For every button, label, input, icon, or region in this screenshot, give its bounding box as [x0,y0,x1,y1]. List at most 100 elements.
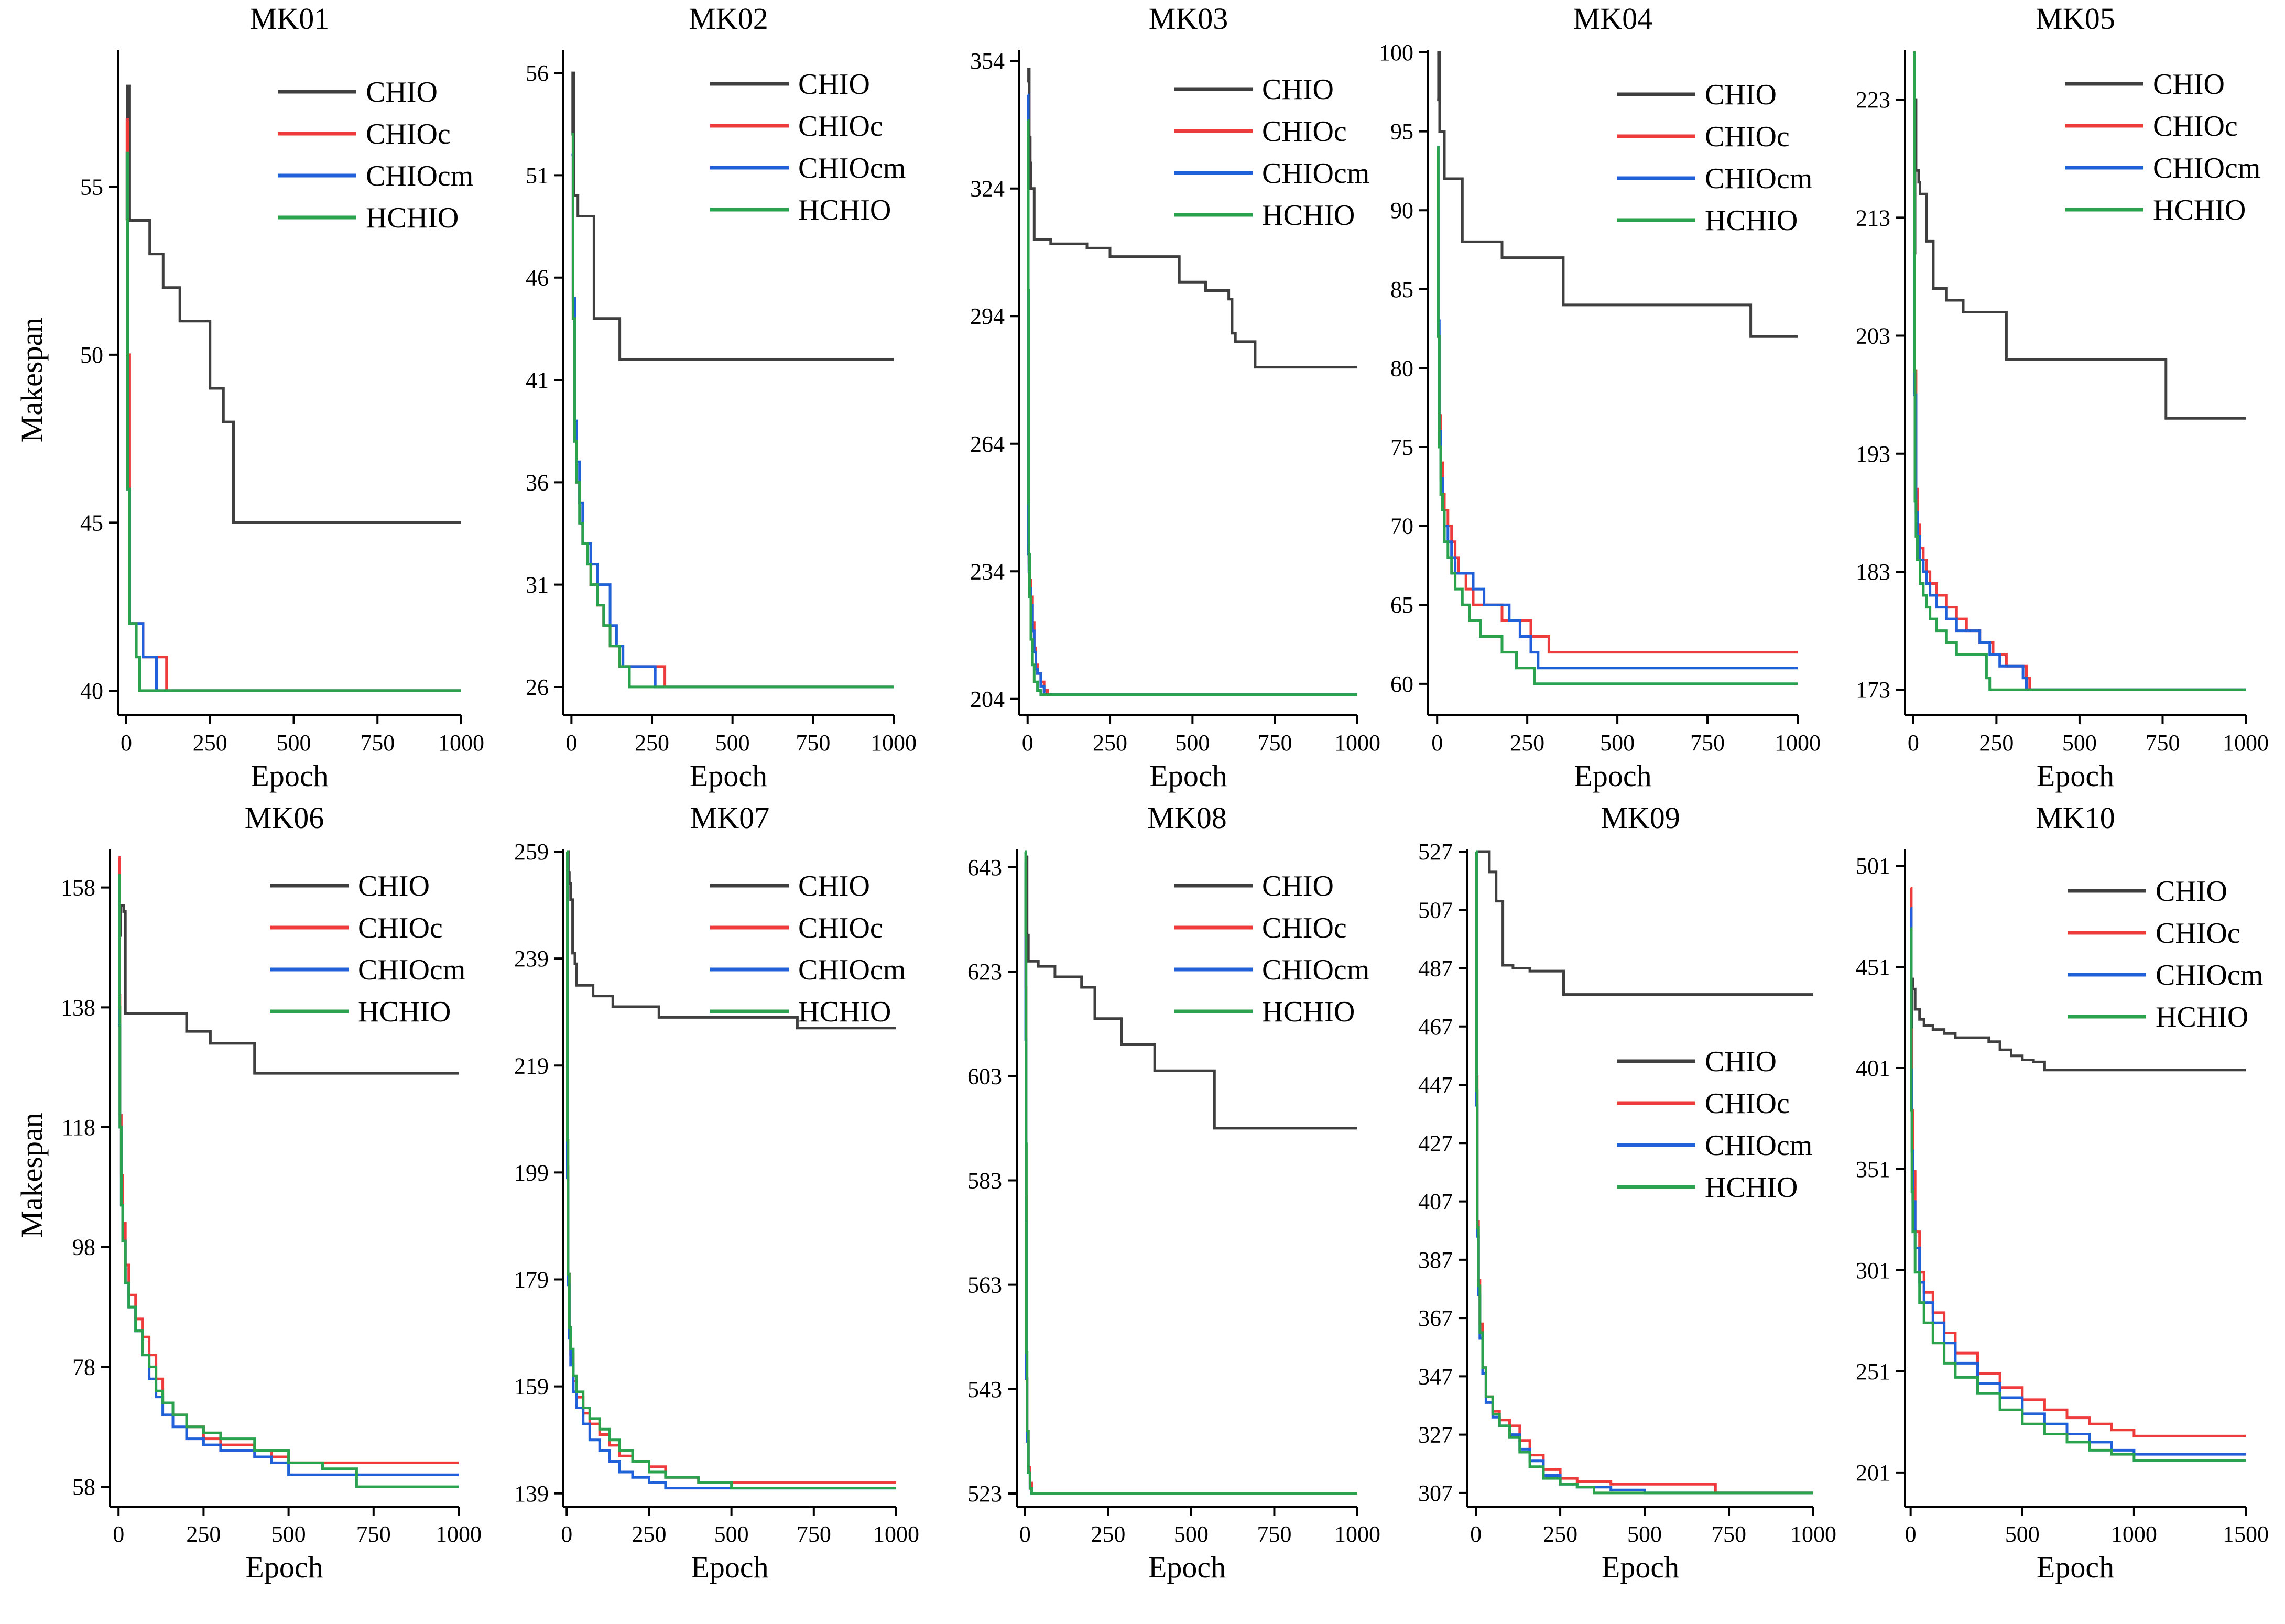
chart-panel-mk02: MK02 0 250 500 750 1000 26 31 36 41 46 51 56 Epoch CHI… [526,2,917,793]
y-tick-label: 75 [1390,434,1413,460]
legend-label-chiocm: CHIOcm [798,152,906,184]
y-tick-label: 583 [967,1168,1002,1193]
legend-label-hchio: HCHIO [2153,194,2246,226]
y-tick-label: 407 [1418,1189,1453,1215]
series-line-chiocm [1437,146,1798,670]
chart-panel-mk04: MK04 0 250 500 750 1000 60 65 70 75 80 85 90 95 100 Epo… [1379,2,1821,793]
series-line-chioc [118,856,459,1464]
series-line-chiocm [1913,252,2246,691]
y-tick-label: 100 [1379,40,1413,66]
y-tick-label: 78 [72,1354,95,1380]
legend-label-chioc: CHIOc [1262,115,1347,148]
y-tick-label: 55 [80,174,103,200]
x-tick-label: 1000 [438,730,484,756]
x-tick-label: 500 [2062,730,2097,756]
x-axis-label: Epoch [691,1550,768,1584]
y-tick-label: 623 [967,959,1002,985]
series-line-hchio [125,151,461,692]
legend-label-chiocm: CHIOcm [366,160,473,192]
x-tick-label: 1000 [1790,1521,1836,1547]
series-line-hchio [1437,146,1798,685]
y-tick-label: 51 [526,162,549,188]
x-tick-label: 750 [1258,730,1292,756]
y-tick-label: 118 [62,1115,95,1140]
x-tick-label: 250 [1091,1521,1125,1547]
series-line-chio [1913,98,2246,420]
legend-label-chioc: CHIOc [1705,1087,1790,1120]
y-tick-label: 173 [1856,677,1890,703]
legend-label-chiocm: CHIOcm [798,954,906,986]
y-tick-label: 401 [1856,1055,1890,1081]
legend-label-chio: CHIO [1705,79,1777,111]
x-tick-label: 750 [1712,1521,1746,1547]
chart-panel-mk05: MK05 0 250 500 750 1000 173 183 193 203 213 223 Epoc… [1856,2,2269,793]
chart-title: MK02 [689,2,768,36]
x-tick-label: 1500 [2223,1521,2269,1547]
x-tick-label: 750 [2145,730,2180,756]
x-tick-label: 250 [1543,1521,1577,1547]
legend-label-chiocm: CHIOcm [1705,1129,1812,1162]
x-tick-label: 1000 [2223,730,2269,756]
legend-label-chioc: CHIOc [798,912,883,944]
chart-title: MK07 [690,801,769,835]
legend-label-chiocm: CHIOcm [1262,157,1369,190]
y-tick-label: 603 [967,1063,1002,1089]
y-tick-label: 327 [1418,1422,1453,1448]
y-tick-label: 46 [526,265,549,291]
x-tick-label: 0 [113,1521,124,1547]
x-axis-label: Epoch [1602,1550,1679,1584]
x-tick-label: 500 [271,1521,306,1547]
legend-label-chiocm: CHIOcm [1705,162,1812,195]
y-tick-label: 45 [80,510,103,536]
y-tick-label: 367 [1418,1305,1453,1331]
y-tick-label: 41 [526,367,549,393]
series-line-hchio [1475,850,1813,1495]
series-line-chio [1437,51,1798,338]
y-tick-label: 203 [1856,323,1890,349]
y-tick-label: 95 [1390,119,1413,145]
series-line-chio [1025,855,1357,1130]
y-tick-label: 451 [1856,954,1890,980]
legend-label-chio: CHIO [798,870,870,902]
series-line-chio [1910,977,2246,1072]
legend-label-chio: CHIO [798,68,870,101]
x-tick-label: 500 [2005,1521,2040,1547]
series-line-hchio [1910,927,2246,1462]
x-axis-label: Epoch [251,759,328,793]
chart-title: MK09 [1601,801,1680,835]
x-tick-label: 250 [635,730,669,756]
x-axis-label: Epoch [1149,759,1227,793]
y-tick-label: 527 [1418,839,1453,865]
x-axis-label: Epoch [2037,1550,2114,1584]
y-tick-label: 139 [514,1481,549,1507]
y-tick-label: 80 [1390,355,1413,381]
legend-label-chio: CHIO [1262,73,1334,106]
x-axis-label: Epoch [1574,759,1651,793]
y-tick-label: 387 [1418,1247,1453,1273]
x-tick-label: 500 [714,1521,749,1547]
chart-title: MK03 [1149,2,1228,36]
y-tick-label: 351 [1856,1157,1890,1182]
series-line-hchio [1024,850,1357,1495]
y-tick-label: 543 [967,1377,1002,1402]
y-tick-label: 183 [1856,559,1890,585]
legend-label-hchio: HCHIO [1262,199,1355,232]
legend-label-hchio: HCHIO [1705,1171,1798,1204]
series-line-chio [571,71,894,361]
y-tick-label: 427 [1418,1130,1453,1156]
chart-title: MK05 [2036,2,2115,36]
y-tick-label: 50 [80,342,103,368]
chart-title: MK04 [1573,2,1652,36]
legend-label-hchio: HCHIO [366,202,459,234]
y-tick-label: 643 [967,855,1002,880]
y-tick-label: 31 [526,572,549,598]
y-tick-label: 159 [514,1374,549,1400]
series-line-chioc [1437,209,1798,654]
series-line-chio [1027,68,1357,369]
legend-label-chio: CHIO [2153,68,2225,101]
y-axis-label: Makespan [15,318,49,442]
x-tick-label: 500 [1600,730,1635,756]
x-tick-label: 250 [186,1521,221,1547]
y-tick-label: 563 [967,1272,1002,1298]
legend-label-chioc: CHIOc [366,118,451,150]
